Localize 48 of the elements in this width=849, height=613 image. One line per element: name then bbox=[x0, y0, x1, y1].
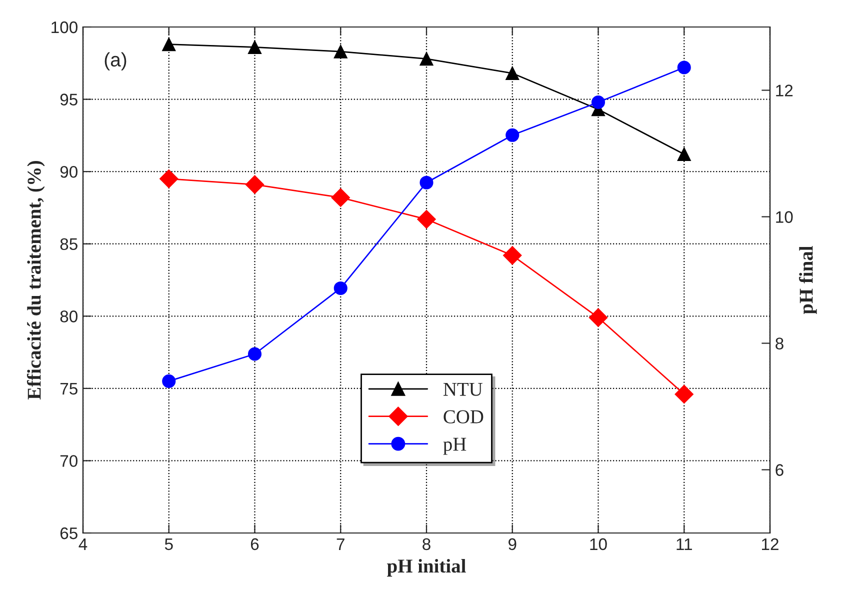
legend-label: COD bbox=[444, 410, 484, 424]
x-tick-label: 8 bbox=[422, 538, 430, 550]
y2-tick-label: 6 bbox=[776, 464, 784, 476]
x-tick-label: 7 bbox=[336, 538, 344, 550]
point bbox=[420, 52, 434, 66]
x-axis-title: pH initial bbox=[387, 558, 466, 577]
point bbox=[417, 210, 436, 229]
point bbox=[334, 44, 348, 58]
y2-tick-label: 10 bbox=[776, 211, 793, 223]
x-tick-label: 4 bbox=[78, 538, 88, 550]
point bbox=[506, 66, 520, 80]
point bbox=[674, 384, 694, 404]
x-tick-label: 5 bbox=[164, 538, 173, 550]
point bbox=[162, 38, 176, 52]
y-tick-label: 75 bbox=[60, 383, 78, 395]
point bbox=[245, 175, 264, 194]
point bbox=[248, 347, 262, 361]
point bbox=[677, 60, 691, 74]
y2-tick-label: 8 bbox=[776, 338, 784, 350]
point bbox=[506, 128, 520, 142]
point bbox=[331, 188, 350, 207]
point bbox=[162, 374, 176, 388]
y-tick-label: 80 bbox=[60, 310, 78, 322]
point bbox=[248, 40, 262, 54]
point bbox=[334, 281, 348, 295]
point bbox=[677, 147, 691, 161]
y-tick-label: 100 bbox=[52, 21, 78, 34]
point bbox=[160, 169, 178, 188]
annotation: (a) bbox=[104, 52, 126, 70]
y2-tick-label: 12 bbox=[776, 84, 793, 96]
point bbox=[503, 246, 522, 265]
y-tick-label: 95 bbox=[60, 94, 78, 106]
legend-label: NTU bbox=[443, 382, 482, 396]
point bbox=[420, 176, 434, 190]
x-tick-label: 10 bbox=[590, 538, 607, 550]
point bbox=[591, 96, 606, 110]
legend-label: pH bbox=[443, 438, 466, 455]
y-tick-label: 90 bbox=[60, 166, 78, 178]
y2-axis-title: pH final bbox=[798, 246, 817, 314]
y-axis-title: Efficacité du traitement, (%) bbox=[26, 160, 45, 400]
x-tick-label: 12 bbox=[762, 538, 778, 550]
y-tick-label: 70 bbox=[60, 455, 78, 467]
y-tick-label: 65 bbox=[60, 527, 78, 540]
x-tick-label: 9 bbox=[508, 538, 516, 550]
point bbox=[588, 308, 608, 327]
y-tick-label: 85 bbox=[60, 238, 78, 250]
x-tick-label: 11 bbox=[676, 538, 692, 550]
x-tick-label: 6 bbox=[250, 538, 259, 550]
